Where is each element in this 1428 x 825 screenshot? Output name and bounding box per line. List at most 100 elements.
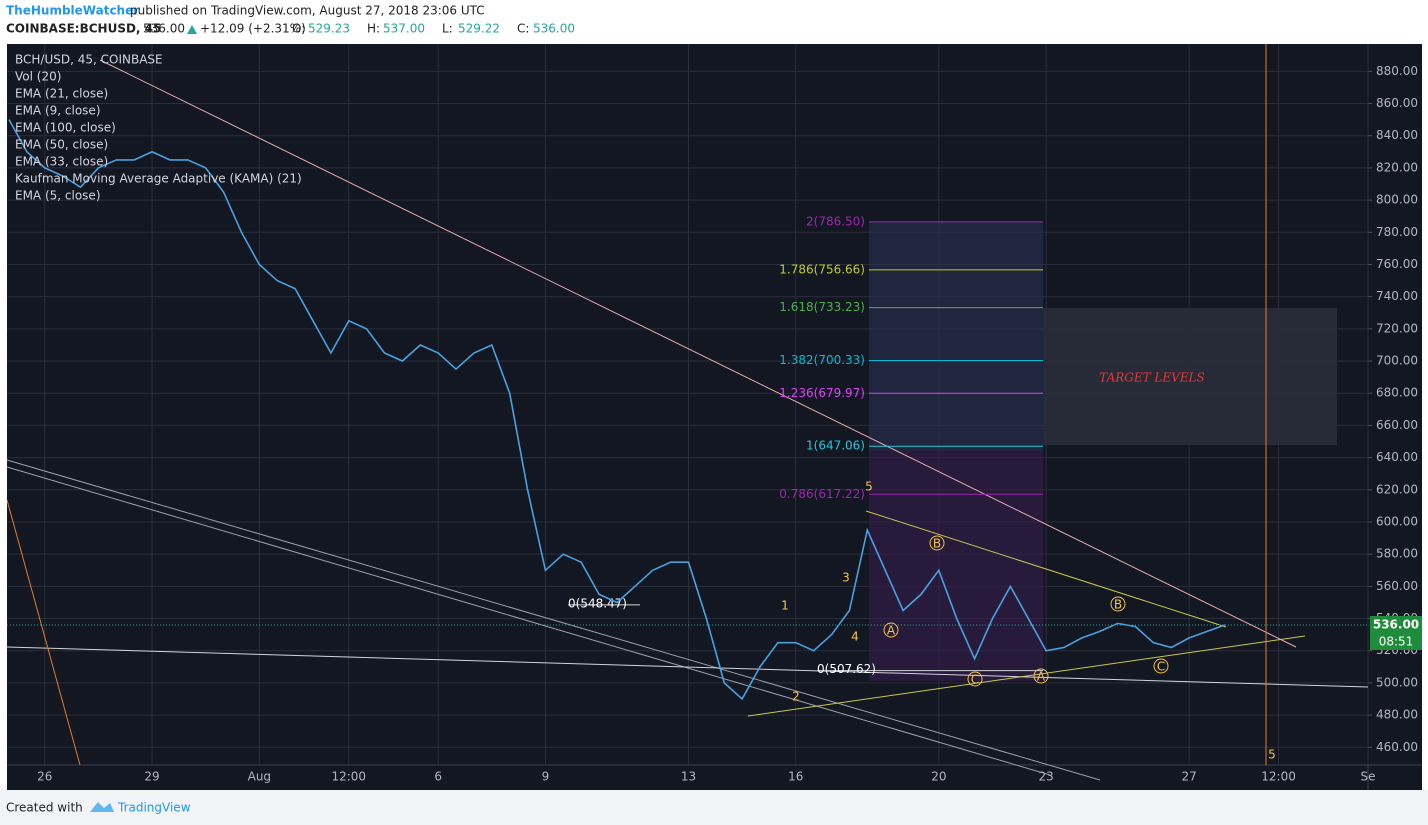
y-tick-label: 800.00	[1376, 193, 1418, 207]
ohlc-key: L:	[442, 22, 453, 36]
trendline	[6, 459, 1101, 781]
abc-label: C	[1157, 660, 1165, 674]
wave-label: 1	[781, 599, 789, 613]
y-tick-label: 820.00	[1376, 160, 1418, 174]
tv-logo	[90, 802, 114, 812]
y-tick-label: 680.00	[1376, 386, 1418, 400]
y-tick-label: 660.00	[1376, 418, 1418, 432]
y-tick-label: 600.00	[1376, 514, 1418, 528]
trendline	[99, 59, 1297, 648]
y-tick-label: 580.00	[1376, 547, 1418, 561]
y-tick-label: 780.00	[1376, 225, 1418, 239]
author[interactable]: TheHumbleWatcher	[6, 4, 139, 18]
x-tick-label: 16	[788, 770, 803, 784]
triangle-line	[747, 635, 1306, 717]
fib-arc-line	[6, 499, 81, 766]
y-tick-label: 560.00	[1376, 579, 1418, 593]
abc-label: B	[1114, 598, 1122, 612]
y-tick-label: 860.00	[1376, 96, 1418, 110]
legend: BCH/USD, 45, COINBASE Vol (20) EMA (21, cl…	[15, 53, 302, 203]
abc-circle	[1110, 596, 1126, 612]
y-tick-label: 880.00	[1376, 64, 1418, 78]
y-tick-label: 480.00	[1376, 708, 1418, 722]
wave-label: 5	[865, 480, 873, 494]
x-tick-label: Aug	[248, 770, 271, 784]
ohlc-value: 537.00	[383, 22, 425, 36]
x-tick-label: 12:00	[331, 770, 366, 784]
y-tick-label: 740.00	[1376, 289, 1418, 303]
fib-label: 0.786(617.22)	[779, 487, 865, 501]
target-box	[1043, 308, 1337, 445]
fib-label: 1.236(679.97)	[779, 386, 865, 400]
symbol: COINBASE:BCHUSD, 45	[6, 22, 161, 36]
fib-label: 1.382(700.33)	[779, 353, 865, 367]
fib-box	[869, 221, 1043, 451]
x-tick-label: Se	[1361, 770, 1376, 784]
fib-label: 2(786.50)	[806, 214, 865, 228]
y-tick-label: 700.00	[1376, 354, 1418, 368]
price-tag	[1370, 615, 1422, 650]
ohlc-key: H:	[367, 22, 380, 36]
legend-entry: EMA (50, close)	[15, 138, 108, 152]
legend-entry: Vol (20)	[15, 70, 61, 84]
wave-label: 3	[842, 571, 850, 585]
y-tick-label: 640.00	[1376, 450, 1418, 464]
fib-box-lower	[869, 451, 1043, 681]
up-arrow	[187, 25, 197, 34]
fib-label: 1.618(733.23)	[779, 300, 865, 314]
footer-created: Created with	[6, 801, 83, 815]
ohlc-key: C:	[517, 22, 529, 36]
y-tick-label: 840.00	[1376, 128, 1418, 142]
x-tick-label: 27	[1182, 770, 1197, 784]
base-label: 0(507.62)	[817, 662, 876, 676]
fib-label: 1.786(756.66)	[779, 262, 865, 276]
x-tick-label: 26	[37, 770, 52, 784]
last-price: 536.00	[143, 22, 185, 36]
legend-entry: Kaufman Moving Average Adaptive (KAMA) (…	[15, 172, 302, 186]
cycle-label: 5	[1268, 748, 1276, 762]
abc-label: A	[887, 624, 896, 638]
triangle-line	[865, 510, 1227, 628]
x-tick-label: 29	[144, 770, 159, 784]
legend-entry: BCH/USD, 45, COINBASE	[15, 53, 163, 67]
legend-entry: EMA (100, close)	[15, 121, 116, 135]
x-tick-label: 12:00	[1261, 770, 1296, 784]
x-tick-label: 23	[1038, 770, 1053, 784]
countdown: 08:51	[1379, 634, 1414, 648]
y-tick-label: 460.00	[1376, 740, 1418, 754]
footer-brand[interactable]: TradingView	[117, 801, 191, 815]
ohlc-key: O:	[292, 22, 305, 36]
y-tick-label: 500.00	[1376, 675, 1418, 689]
x-tick-label: 9	[542, 770, 550, 784]
ohlc-value: 529.23	[308, 22, 350, 36]
fib-label: 1(647.06)	[806, 439, 865, 453]
abc-circle	[1153, 658, 1169, 674]
y-tick-label: 620.00	[1376, 482, 1418, 496]
marks: 2(786.50) 1.786(756.66) 1.618(733.23) 1.382…	[7, 119, 1422, 704]
price-tag-label: 536.00	[1373, 617, 1419, 631]
footer-bar	[0, 790, 1428, 825]
ohlc: O: 529.23 H: 537.00 L: 529.22 C: 536.00	[292, 22, 575, 36]
x-tick-label: 20	[931, 770, 946, 784]
ohlc-value: 529.22	[458, 22, 500, 36]
base-label: 0(548.47)	[568, 596, 627, 610]
abc-circle	[967, 671, 983, 687]
legend-entry: EMA (33, close)	[15, 155, 108, 169]
wave-label: 4	[851, 630, 859, 644]
price-line	[8, 119, 1226, 701]
abc-circle	[929, 535, 945, 551]
legend-entry: EMA (5, close)	[15, 189, 101, 203]
trendline	[6, 466, 1051, 776]
abc-label: C	[971, 673, 979, 687]
x-tick-label: 6	[434, 770, 442, 784]
trendline	[6, 646, 1369, 688]
y-tick-label: 760.00	[1376, 257, 1418, 271]
abc-label: A	[1037, 670, 1046, 684]
x-tick-label: 13	[681, 770, 696, 784]
published: published on TradingView.com, August 27,…	[130, 4, 485, 18]
ohlc-value: 536.00	[533, 22, 575, 36]
abc-circle	[1033, 668, 1049, 684]
target-label: TARGET LEVELS	[1099, 371, 1205, 385]
